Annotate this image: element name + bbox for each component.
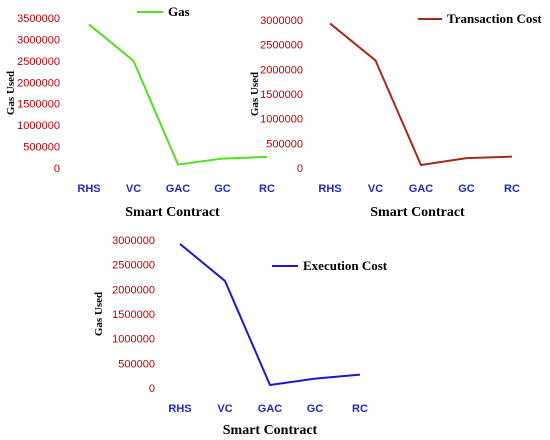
legend-label: Execution Cost (303, 258, 388, 273)
y-tick-label: 1000000 (260, 114, 303, 126)
x-tick-label: RHS (168, 403, 191, 415)
x-axis-label: Smart Contract (125, 205, 220, 220)
y-tick-label: 500000 (118, 358, 155, 370)
x-tick-label: RHS (318, 183, 341, 195)
x-tick-label: VC (126, 183, 141, 195)
x-tick-label: VC (217, 403, 232, 415)
series-line (329, 22, 513, 167)
y-axis-label: Gas Used (5, 71, 17, 115)
y-tick-label: 1000000 (17, 120, 60, 132)
y-tick-label: 2000000 (112, 284, 155, 296)
y-tick-label: 2000000 (260, 64, 303, 76)
x-tick-label: GAC (258, 403, 283, 415)
y-tick-label: 1500000 (260, 89, 303, 101)
x-tick-label: RHS (77, 183, 100, 195)
y-tick-label: 500000 (23, 142, 60, 154)
y-tick-label: 0 (149, 383, 155, 395)
y-tick-label: 2500000 (260, 40, 303, 52)
chart-panel-3: 0 500000 1000000 1500000 2000000 2500000 30000… (93, 235, 388, 438)
series-line (179, 243, 361, 387)
x-tick-label: GAC (409, 183, 434, 195)
chart-panel-2: 0 500000 1000000 1500000 2000000 2500000 30000… (249, 11, 542, 220)
x-axis-label: Smart Contract (370, 205, 465, 220)
x-axis-label: Smart Contract (223, 423, 318, 438)
x-tick-label: RC (504, 183, 520, 195)
series-line (88, 23, 268, 166)
y-axis-label: Gas Used (249, 72, 261, 116)
chart-panel-1: 0 500000 1000000 1500000 2000000 2500000 30000… (5, 4, 275, 220)
y-tick-label: 1000000 (112, 334, 155, 346)
y-tick-label: 2500000 (112, 260, 155, 272)
y-tick-label: 3500000 (17, 13, 60, 25)
y-tick-label: 1500000 (112, 309, 155, 321)
y-tick-label: 3000000 (260, 15, 303, 27)
y-tick-label: 2000000 (17, 77, 60, 89)
x-tick-label: GC (214, 183, 231, 195)
legend-label: Gas (168, 4, 190, 19)
x-tick-label: RC (259, 183, 275, 195)
x-tick-label: GC (307, 403, 324, 415)
y-tick-label: 0 (297, 163, 303, 175)
y-tick-label: 2500000 (17, 56, 60, 68)
y-tick-label: 500000 (266, 138, 303, 150)
y-tick-label: 3000000 (112, 235, 155, 247)
y-tick-label: 0 (54, 163, 60, 175)
y-axis-label: Gas Used (93, 292, 105, 336)
y-tick-label: 3000000 (17, 34, 60, 46)
x-tick-label: GC (458, 183, 475, 195)
y-tick-label: 1500000 (17, 99, 60, 111)
x-tick-label: RC (352, 403, 368, 415)
legend-label: Transaction Cost (447, 11, 542, 26)
x-tick-label: GAC (166, 183, 191, 195)
x-tick-label: VC (368, 183, 383, 195)
